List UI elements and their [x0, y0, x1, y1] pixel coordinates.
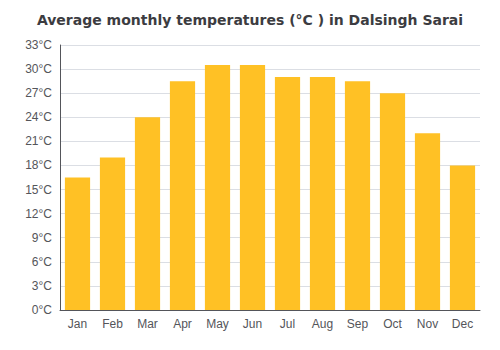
- svg-text:Jul: Jul: [280, 317, 295, 331]
- svg-text:Average monthly temperatures (: Average monthly temperatures (°C ) in Da…: [37, 12, 463, 28]
- svg-text:18°C: 18°C: [25, 158, 52, 172]
- svg-text:24°C: 24°C: [25, 110, 52, 124]
- svg-text:12°C: 12°C: [25, 207, 52, 221]
- svg-text:Sep: Sep: [347, 317, 369, 331]
- svg-text:33°C: 33°C: [25, 38, 52, 52]
- svg-text:Feb: Feb: [102, 317, 123, 331]
- svg-text:Jun: Jun: [243, 317, 262, 331]
- svg-text:27°C: 27°C: [25, 86, 52, 100]
- svg-text:Apr: Apr: [173, 317, 192, 331]
- svg-text:15°C: 15°C: [25, 183, 52, 197]
- svg-text:May: May: [206, 317, 229, 331]
- svg-text:Oct: Oct: [383, 317, 402, 331]
- svg-text:30°C: 30°C: [25, 62, 52, 76]
- svg-text:6°C: 6°C: [32, 255, 52, 269]
- svg-text:Jan: Jan: [68, 317, 87, 331]
- svg-text:3°C: 3°C: [32, 279, 52, 293]
- svg-text:Nov: Nov: [417, 317, 438, 331]
- svg-text:21°C: 21°C: [25, 134, 52, 148]
- svg-text:Dec: Dec: [452, 317, 473, 331]
- svg-text:Mar: Mar: [137, 317, 158, 331]
- svg-text:Aug: Aug: [312, 317, 333, 331]
- svg-text:0°C: 0°C: [32, 303, 52, 317]
- svg-text:9°C: 9°C: [32, 231, 52, 245]
